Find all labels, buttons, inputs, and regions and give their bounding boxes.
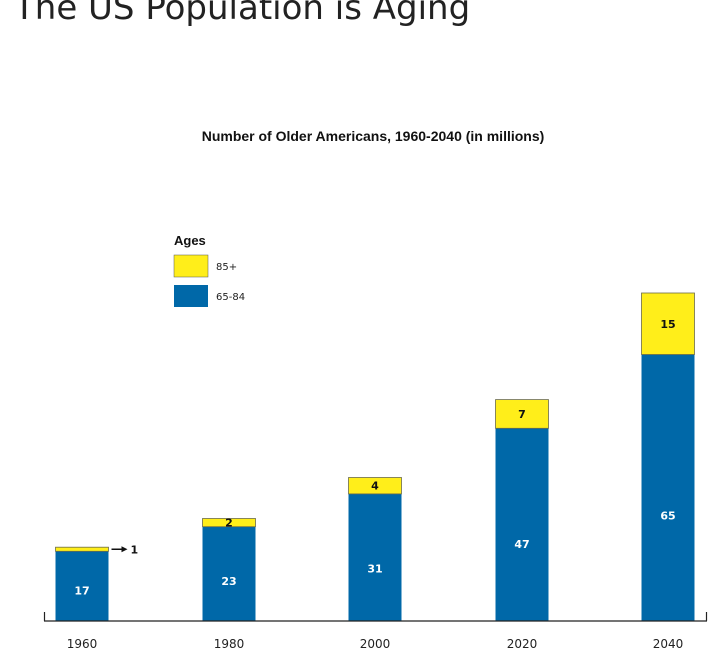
value-label-65-84-2000: 31 <box>367 563 382 576</box>
bar-85-plus-1960 <box>55 546 109 552</box>
legend-label-65-84: 65-84 <box>216 292 245 303</box>
value-label-65-84-1960: 17 <box>74 585 89 598</box>
x-tick-label-1980: 1980 <box>214 637 245 651</box>
bar-85-plus-2000 <box>348 477 402 495</box>
value-label-85-plus-1960: 1 <box>131 543 139 556</box>
bar-65-84-1960 <box>55 551 109 621</box>
x-axis: 1960 1980 2000 2020 2040 <box>43 612 708 651</box>
value-label-65-84-1980: 23 <box>221 575 236 588</box>
value-label-85-plus-2020: 7 <box>518 408 526 421</box>
value-label-65-84-2040: 65 <box>660 510 675 523</box>
x-tick-label-1960: 1960 <box>67 637 98 651</box>
bar-65-84-2020 <box>495 428 549 621</box>
bar-85-plus-1980 <box>202 518 256 528</box>
legend-label-85-plus: 85+ <box>216 262 237 273</box>
bar-65-84-2040 <box>641 354 695 621</box>
bar-85-plus-2040 <box>641 292 695 355</box>
legend-swatch-65-84 <box>174 285 208 307</box>
value-label-85-plus-2040: 15 <box>660 318 675 331</box>
x-tick-label-2000: 2000 <box>360 637 391 651</box>
value-label-85-plus-1980: 2 <box>225 517 233 530</box>
bar-65-84-1980 <box>202 526 256 621</box>
legend: Ages 85+ 65-84 <box>173 233 245 307</box>
x-tick-label-2040: 2040 <box>653 637 684 651</box>
callout-arrowhead <box>121 546 128 553</box>
value-label-85-plus-2000: 4 <box>371 480 379 493</box>
legend-swatch-85-plus <box>173 254 209 278</box>
bar-65-84-2000 <box>348 493 402 621</box>
value-label-65-84-2020: 47 <box>514 538 529 551</box>
legend-title: Ages <box>174 233 206 248</box>
value-labels: 17 1 23 2 31 4 47 7 65 15 <box>74 318 675 598</box>
chart-title: Number of Older Americans, 1960-2040 (in… <box>202 128 545 144</box>
page-title: The US Population is Aging <box>14 0 471 28</box>
bars <box>55 292 695 621</box>
x-tick-label-2020: 2020 <box>507 637 538 651</box>
bar-85-plus-2020 <box>495 399 549 429</box>
